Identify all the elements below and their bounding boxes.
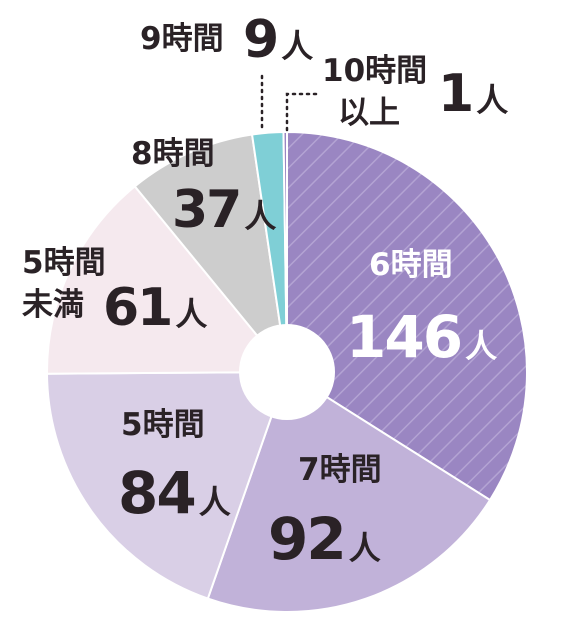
unit-8h: 人	[244, 197, 277, 235]
value-lt5h: 61	[103, 278, 173, 338]
unit-7h: 人	[348, 529, 381, 567]
slice-label-lt5h-category: 5時間	[22, 245, 106, 281]
slice-label-5h-value: 84 人	[118, 464, 231, 522]
slice-label-6h-category: 6時間	[369, 247, 453, 283]
slice-h6	[286, 130, 528, 502]
unit-10h: 人	[476, 81, 509, 119]
slice-label-lt5h-value: 61 人	[103, 282, 207, 334]
slice-label-7h-category: 7時間	[298, 452, 382, 488]
slice-h7	[206, 370, 492, 613]
value-10h: 1	[438, 64, 474, 124]
donut-hole	[239, 324, 335, 420]
slice-h8	[133, 133, 289, 376]
slice-label-8h-category: 8時間	[131, 136, 215, 172]
slice-h10	[282, 130, 288, 373]
slice-label-5h-category: 5時間	[121, 407, 205, 443]
slice-label-6h-value: 146 人	[346, 308, 497, 366]
unit-6h: 人	[465, 327, 498, 365]
leader-lines	[260, 74, 318, 134]
unit-9h: 人	[281, 27, 314, 65]
value-9h: 9	[243, 10, 279, 70]
unit-lt5h: 人	[175, 295, 208, 333]
slice-label-8h-value: 37 人	[172, 184, 276, 236]
slice-h5	[45, 370, 289, 600]
value-7h: 92	[268, 505, 347, 573]
slice-label-lt5h-category-2: 未満	[22, 287, 84, 323]
slice-label-7h-value: 92 人	[268, 510, 381, 568]
slice-label-10h-category: 10時間	[322, 53, 428, 89]
leader-line-10h	[285, 92, 318, 134]
value-6h: 146	[346, 303, 463, 371]
slice-lt5	[46, 185, 290, 375]
unit-5h: 人	[198, 483, 231, 521]
slice-label-9h-category: 9時間	[140, 21, 224, 57]
value-8h: 37	[172, 180, 242, 240]
value-5h: 84	[118, 459, 197, 527]
slice-label-10h-category-2: 以上	[338, 95, 400, 131]
